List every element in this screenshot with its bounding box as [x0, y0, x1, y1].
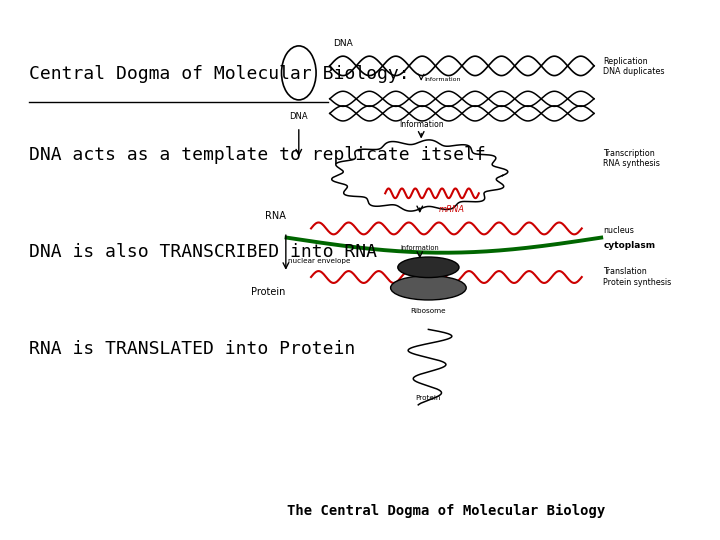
- Text: Translation
Protein synthesis: Translation Protein synthesis: [603, 267, 672, 287]
- Text: DNA acts as a template to replicate itself: DNA acts as a template to replicate itse…: [29, 146, 485, 164]
- Text: nucleus: nucleus: [603, 226, 634, 234]
- Text: Ribosome: Ribosome: [410, 308, 446, 314]
- Text: The Central Dogma of Molecular Biology: The Central Dogma of Molecular Biology: [287, 504, 606, 518]
- Text: Information: Information: [399, 119, 444, 129]
- Text: Protein: Protein: [251, 287, 286, 296]
- Text: Information: Information: [400, 245, 439, 251]
- Text: Transcription
RNA synthesis: Transcription RNA synthesis: [603, 148, 660, 168]
- Text: DNA: DNA: [289, 112, 308, 121]
- Text: DNA is also TRANSCRIBED into RNA: DNA is also TRANSCRIBED into RNA: [29, 243, 377, 261]
- Text: mRNA: mRNA: [439, 205, 465, 214]
- Ellipse shape: [397, 257, 459, 278]
- Ellipse shape: [282, 46, 316, 100]
- Text: Protein: Protein: [415, 395, 441, 401]
- Text: RNA is TRANSLATED into Protein: RNA is TRANSLATED into Protein: [29, 340, 355, 358]
- Text: Information: Information: [425, 77, 462, 82]
- Text: cytoplasm: cytoplasm: [603, 241, 655, 249]
- Text: Central Dogma of Molecular Biology:: Central Dogma of Molecular Biology:: [29, 65, 410, 83]
- Ellipse shape: [390, 275, 467, 300]
- Text: RNA: RNA: [265, 211, 286, 221]
- Text: nuclear envelope: nuclear envelope: [288, 258, 351, 264]
- Text: Replication
DNA duplicates: Replication DNA duplicates: [603, 57, 665, 76]
- Text: DNA: DNA: [333, 38, 352, 48]
